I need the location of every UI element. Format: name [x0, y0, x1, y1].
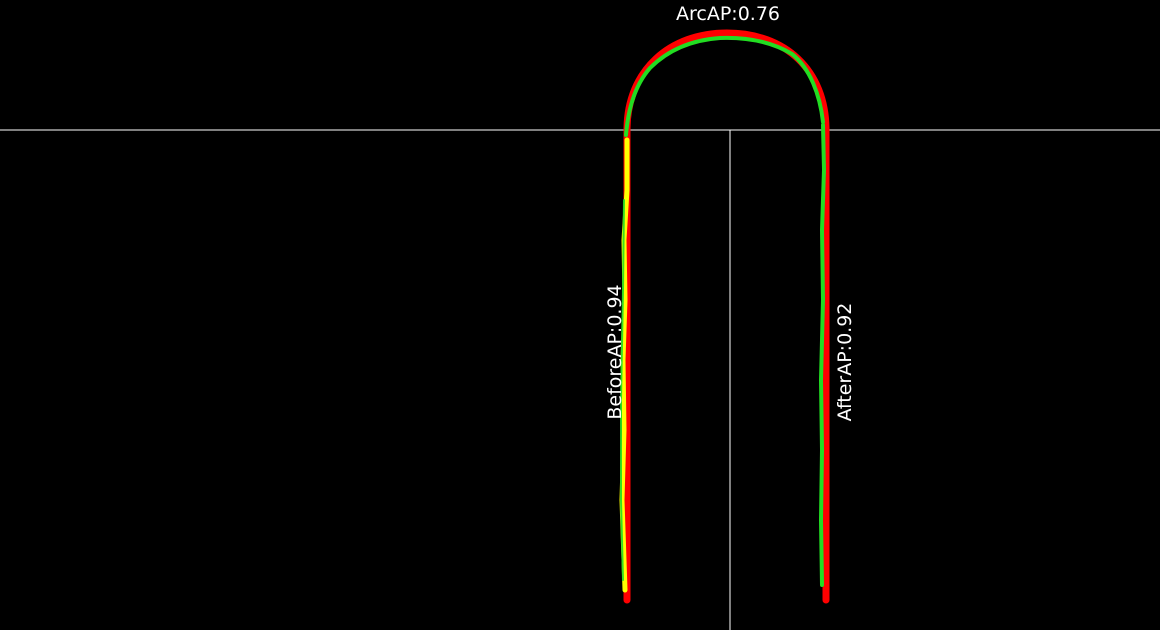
- before-ap-label: BeforeAP:0.94: [604, 284, 626, 419]
- after-ap-label: AfterAP:0.92: [834, 303, 856, 422]
- arc-ap-label: ArcAP:0.76: [676, 3, 780, 25]
